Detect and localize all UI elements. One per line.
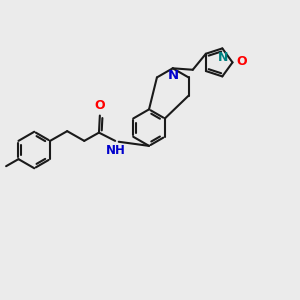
Text: N: N	[218, 51, 228, 64]
Text: NH: NH	[106, 144, 125, 157]
Text: N: N	[167, 69, 178, 82]
Text: O: O	[94, 99, 105, 112]
Text: O: O	[236, 55, 247, 68]
